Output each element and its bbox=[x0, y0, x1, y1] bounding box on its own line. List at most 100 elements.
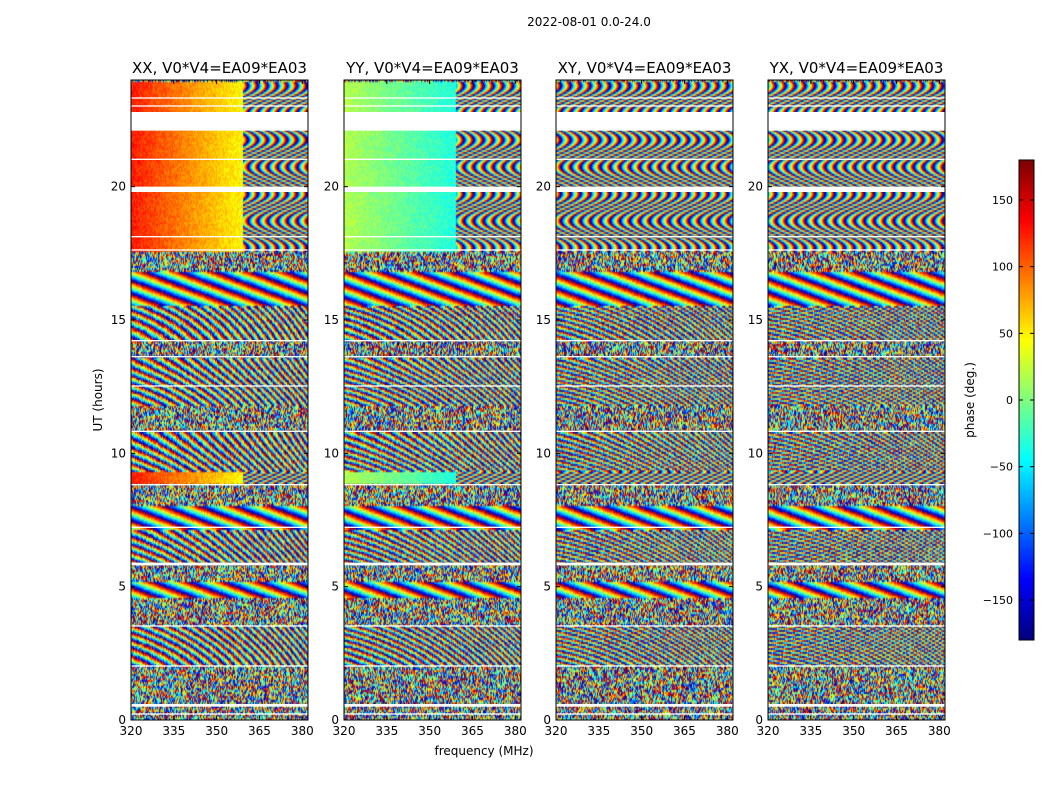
flagged-interval-1-5 bbox=[131, 562, 308, 566]
flagged-interval-1-18 bbox=[131, 97, 308, 99]
x-tick-label-2-380: 380 bbox=[504, 724, 527, 738]
phase-heatmap-3 bbox=[556, 80, 733, 720]
flagged-interval-1-2 bbox=[131, 704, 308, 707]
y-tick-label-3-0: 0 bbox=[543, 713, 551, 727]
x-tick-label-3-380: 380 bbox=[716, 724, 739, 738]
colorbar-ticks: 150 100 50 0 −50 −100 −150 bbox=[983, 194, 1034, 607]
flagged-interval-2-8 bbox=[344, 430, 521, 432]
flagged-interval-2-2 bbox=[344, 704, 521, 707]
x-tick-label-4-350: 350 bbox=[842, 724, 865, 738]
flagged-interval-2-17 bbox=[344, 105, 521, 107]
flagged-interval-3-9 bbox=[556, 385, 733, 387]
x-tick-label-3-320: 320 bbox=[545, 724, 568, 738]
x-axis-label: frequency (MHz) bbox=[434, 744, 533, 758]
flagged-interval-3-5 bbox=[556, 562, 733, 566]
y-tick-label-4-15: 15 bbox=[748, 313, 763, 327]
flagged-interval-3-2 bbox=[556, 704, 733, 707]
flagged-interval-4-9 bbox=[768, 385, 945, 387]
flagged-interval-2-4 bbox=[344, 625, 521, 627]
colorbar-tick-label--150: −150 bbox=[983, 594, 1013, 607]
colorbar-tick-label--100: −100 bbox=[983, 527, 1013, 540]
flagged-interval-4-4 bbox=[768, 625, 945, 627]
flagged-interval-2-12 bbox=[344, 249, 521, 251]
y-axis-label: UT (hours) bbox=[91, 368, 105, 431]
flagged-interval-1-14 bbox=[131, 186, 308, 192]
flagged-interval-4-7 bbox=[768, 484, 945, 486]
flagged-interval-2-13 bbox=[344, 236, 521, 238]
colorbar: 150 100 50 0 −50 −100 −150 phase (deg.) bbox=[963, 159, 1035, 641]
flagged-interval-1-15 bbox=[131, 158, 308, 160]
y-tick-label-1-0: 0 bbox=[118, 713, 126, 727]
colorbar-tick-label-50: 50 bbox=[999, 327, 1013, 340]
flagged-interval-4-12 bbox=[768, 249, 945, 251]
flagged-interval-4-15 bbox=[768, 158, 945, 160]
flagged-interval-1-6 bbox=[131, 526, 308, 528]
x-tick-label-2-365: 365 bbox=[461, 724, 484, 738]
flagged-interval-3-4 bbox=[556, 625, 733, 627]
panel-frame-3 bbox=[555, 79, 734, 721]
flagged-interval-3-12 bbox=[556, 249, 733, 251]
colorbar-tick-label--50: −50 bbox=[990, 461, 1013, 474]
panel-1: XX, V0*V4=EA09*EA03 320 335 350 365 380 0 5 10 15… bbox=[111, 59, 314, 738]
panel-frame-4 bbox=[767, 79, 946, 721]
flagged-interval-2-9 bbox=[344, 385, 521, 387]
y-tick-label-4-0: 0 bbox=[755, 713, 763, 727]
x-tick-label-3-365: 365 bbox=[673, 724, 696, 738]
x-tick-label-4-365: 365 bbox=[885, 724, 908, 738]
y-tick-label-1-20: 20 bbox=[111, 180, 126, 194]
panel-title-1: XX, V0*V4=EA09*EA03 bbox=[132, 59, 307, 77]
flagged-interval-1-3 bbox=[131, 665, 308, 667]
y-tick-label-2-20: 20 bbox=[324, 180, 339, 194]
flagged-interval-2-1 bbox=[344, 713, 521, 715]
panel-frame-1 bbox=[130, 79, 309, 721]
flagged-interval-4-11 bbox=[768, 340, 945, 342]
panel-title-3: XY, V0*V4=EA09*EA03 bbox=[558, 59, 732, 77]
y-tick-label-4-10: 10 bbox=[748, 446, 763, 460]
flagged-interval-4-5 bbox=[768, 562, 945, 566]
flagged-interval-4-17 bbox=[768, 105, 945, 107]
flagged-interval-3-10 bbox=[556, 356, 733, 358]
flagged-interval-3-8 bbox=[556, 430, 733, 432]
panels-group: XX, V0*V4=EA09*EA03 320 335 350 365 380 0 5 10 15… bbox=[111, 59, 951, 738]
y-tick-label-3-20: 20 bbox=[536, 180, 551, 194]
flagged-interval-2-7 bbox=[344, 484, 521, 486]
flagged-interval-3-17 bbox=[556, 105, 733, 107]
flagged-interval-2-18 bbox=[344, 97, 521, 99]
panel-3: XY, V0*V4=EA09*EA03 320 335 350 365 380 0 5 10 15… bbox=[536, 59, 739, 738]
flagged-interval-3-3 bbox=[556, 665, 733, 667]
panel-2: YY, V0*V4=EA09*EA03 320 335 350 365 380 0 5 10 15… bbox=[324, 59, 527, 738]
y-tick-label-1-10: 10 bbox=[111, 446, 126, 460]
y-tick-label-1-15: 15 bbox=[111, 313, 126, 327]
panel-title-4: YX, V0*V4=EA09*EA03 bbox=[769, 59, 944, 77]
flagged-interval-4-10 bbox=[768, 356, 945, 358]
x-tick-label-3-350: 350 bbox=[630, 724, 653, 738]
y-tick-label-3-10: 10 bbox=[536, 446, 551, 460]
flagged-interval-2-15 bbox=[344, 158, 521, 160]
colorbar-tick-label-0: 0 bbox=[1006, 394, 1013, 407]
y-tick-label-3-5: 5 bbox=[543, 580, 551, 594]
flagged-interval-3-18 bbox=[556, 97, 733, 99]
x-tick-label-2-320: 320 bbox=[333, 724, 356, 738]
y-tick-label-3-15: 15 bbox=[536, 313, 551, 327]
panel-title-2: YY, V0*V4=EA09*EA03 bbox=[345, 59, 519, 77]
flagged-interval-1-13 bbox=[131, 236, 308, 238]
flagged-interval-3-16 bbox=[556, 112, 733, 131]
y-tick-label-1-5: 5 bbox=[118, 580, 126, 594]
flagged-interval-2-5 bbox=[344, 562, 521, 566]
flagged-interval-1-16 bbox=[131, 112, 308, 131]
phase-heatmap-4 bbox=[768, 80, 945, 720]
flagged-interval-3-15 bbox=[556, 158, 733, 160]
flagged-interval-2-6 bbox=[344, 526, 521, 528]
flagged-interval-1-11 bbox=[131, 340, 308, 342]
flagged-interval-2-14 bbox=[344, 186, 521, 192]
flagged-interval-4-16 bbox=[768, 112, 945, 131]
y-tick-label-2-5: 5 bbox=[331, 580, 339, 594]
flagged-interval-1-1 bbox=[131, 713, 308, 715]
x-tick-label-1-380: 380 bbox=[291, 724, 314, 738]
x-tick-label-1-350: 350 bbox=[205, 724, 228, 738]
flagged-interval-4-14 bbox=[768, 186, 945, 192]
y-tick-label-4-20: 20 bbox=[748, 180, 763, 194]
y-tick-label-2-10: 10 bbox=[324, 446, 339, 460]
flagged-interval-1-10 bbox=[131, 356, 308, 358]
flagged-interval-3-14 bbox=[556, 186, 733, 192]
